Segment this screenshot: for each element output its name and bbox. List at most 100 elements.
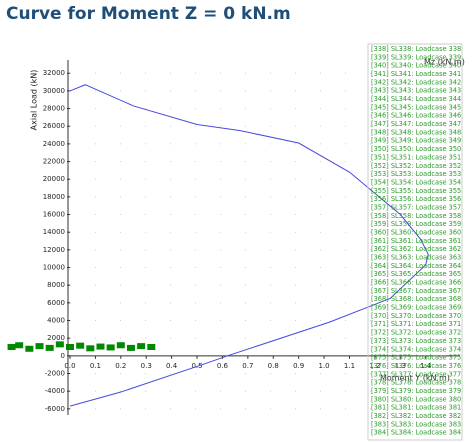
y-tick-label: -4000 (45, 387, 65, 395)
legend-entry: [355] SL355: Loadcase 355 (371, 187, 461, 195)
y-tick-label: -6000 (45, 405, 65, 413)
y-tick-label: 22000 (43, 158, 65, 166)
legend-entry: [369] SL369: Loadcase 369 (371, 304, 461, 312)
legend-entry: [348] SL348: Loadcase 348 (371, 128, 461, 136)
x-axis-label: Moment Y (kN.m) (380, 374, 450, 383)
x-tick-label: 0.0 (64, 362, 75, 370)
x-tick-label: 0.2 (115, 362, 126, 370)
legend-entry: [345] SL345: Loadcase 345 (371, 103, 461, 111)
point (66, 344, 74, 351)
y-tick-label: 16000 (43, 211, 65, 219)
legend-entry: [380] SL380: Loadcase 380 (371, 395, 461, 403)
y-tick-label: 12000 (43, 246, 65, 254)
y-tick-label: 8000 (47, 281, 65, 289)
point (55, 341, 64, 348)
point (25, 345, 34, 352)
y-tick-label: 32000 (43, 69, 65, 77)
point (106, 344, 115, 351)
legend-entry: [375] SL375: Loadcase 375 (371, 354, 461, 362)
legend-entry: [349] SL349: Loadcase 349 (371, 137, 461, 145)
y-tick-label: 10000 (43, 264, 65, 272)
x-tick-label: 0.8 (268, 362, 279, 370)
y-tick-label: 18000 (43, 193, 65, 201)
legend-entry: [338] SL338: Loadcase 338 (371, 45, 461, 53)
legend-entry: [342] SL342: Loadcase 342 (371, 78, 461, 86)
legend-entry: [350] SL350: Loadcase 350 (371, 145, 461, 153)
legend-entry: [351] SL351: Loadcase 351 (371, 153, 461, 161)
legend-entry: [343] SL343: Loadcase 343 (371, 87, 461, 95)
y-tick-label: 26000 (43, 122, 65, 130)
y-tick-label: 20000 (43, 175, 65, 183)
legend-entry: [372] SL372: Loadcase 372 (371, 329, 461, 337)
legend-entry: [377] SL377: Loadcase 377 (371, 370, 461, 378)
point (35, 343, 44, 350)
legend-entry: [379] SL379: Loadcase 379 (371, 387, 461, 395)
point (86, 345, 95, 352)
y-tick-label: -2000 (45, 369, 65, 377)
y-tick-label: 2000 (47, 334, 65, 342)
legend-entry: [360] SL360: Loadcase 360 (371, 228, 461, 236)
legend-entry: [354] SL354: Loadcase 354 (371, 178, 461, 186)
y-tick-label: 6000 (47, 299, 65, 307)
legend-entry: [371] SL371: Loadcase 371 (371, 320, 461, 328)
x-tick-label: 0.5 (191, 362, 202, 370)
y-tick-label: 30000 (43, 87, 65, 95)
legend-entry: [384] SL384: Loadcase 384 (371, 429, 461, 437)
legend-entry: [376] SL376: Loadcase 376 (371, 362, 461, 370)
y-tick-label: 0 (61, 352, 65, 360)
point (116, 342, 125, 349)
x-tick-label: 1.3 (395, 362, 406, 370)
point (137, 343, 146, 350)
legend-entry: [346] SL346: Loadcase 346 (371, 112, 461, 120)
z-axis-label: Mz (kN.m) (424, 58, 465, 67)
x-tick-label: 1.2 (369, 362, 380, 370)
legend-entry: [339] SL339: Loadcase 339 (371, 53, 461, 61)
y-axis-label: Axial Load (kN) (30, 70, 39, 131)
x-tick-label: 0.9 (293, 362, 304, 370)
legend-entry: [361] SL361: Loadcase 361 (371, 237, 461, 245)
legend-entry: [367] SL367: Loadcase 367 (371, 287, 461, 295)
legend-entry: [352] SL352: Loadcase 352 (371, 162, 461, 170)
x-tick-label: 0.4 (166, 362, 178, 370)
y-tick-label: 14000 (43, 228, 65, 236)
legend-entry: [359] SL359: Loadcase 359 (371, 220, 461, 228)
legend-entry: [373] SL373: Loadcase 373 (371, 337, 461, 345)
legend-entry: [363] SL363: Loadcase 363 (371, 254, 461, 262)
legend-entry: [356] SL356: Loadcase 356 (371, 195, 461, 203)
legend-entry: [347] SL347: Loadcase 347 (371, 120, 461, 128)
point (45, 344, 54, 351)
y-tick-label: 24000 (43, 140, 65, 148)
legend-entry: [353] SL353: Loadcase 353 (371, 170, 461, 178)
point (15, 342, 24, 349)
legend-entry: [368] SL368: Loadcase 368 (371, 295, 461, 303)
y-tick-label: 28000 (43, 105, 65, 113)
legend-box (367, 43, 463, 441)
legend-entry: [362] SL362: Loadcase 362 (371, 245, 461, 253)
x-tick-label: 0.7 (242, 362, 253, 370)
point (126, 344, 135, 351)
curve (69, 84, 429, 407)
legend-entry: [357] SL357: Loadcase 357 (371, 203, 461, 211)
legend-entry: [382] SL382: Loadcase 382 (371, 412, 461, 420)
point (96, 343, 105, 350)
legend-entry: [370] SL370: Loadcase 370 (371, 312, 461, 320)
legend-entry: [340] SL340: Loadcase 340 (371, 62, 461, 70)
x-tick-label: 1.1 (344, 362, 355, 370)
y-tick-label: 4000 (47, 317, 65, 325)
legend-entry: [364] SL364: Loadcase 364 (371, 262, 461, 270)
legend-entry: [381] SL381: Loadcase 381 (371, 404, 461, 412)
point (147, 344, 156, 351)
chart-title: Curve for Moment Z = 0 kN.m (6, 4, 291, 24)
legend-entry: [365] SL365: Loadcase 365 (371, 270, 461, 278)
legend-entry: [383] SL383: Loadcase 383 (371, 420, 461, 428)
point (76, 342, 85, 349)
legend-entry: [341] SL341: Loadcase 341 (371, 70, 461, 78)
x-tick-label: 0.6 (217, 362, 229, 370)
legend-entry: [374] SL374: Loadcase 374 (371, 345, 461, 353)
x-tick-label: 1.4 (420, 362, 432, 370)
legend-entry: [366] SL366: Loadcase 366 (371, 279, 461, 287)
legend-entry: [358] SL358: Loadcase 358 (371, 212, 461, 220)
legend-entry: [378] SL378: Loadcase 378 (371, 379, 461, 387)
